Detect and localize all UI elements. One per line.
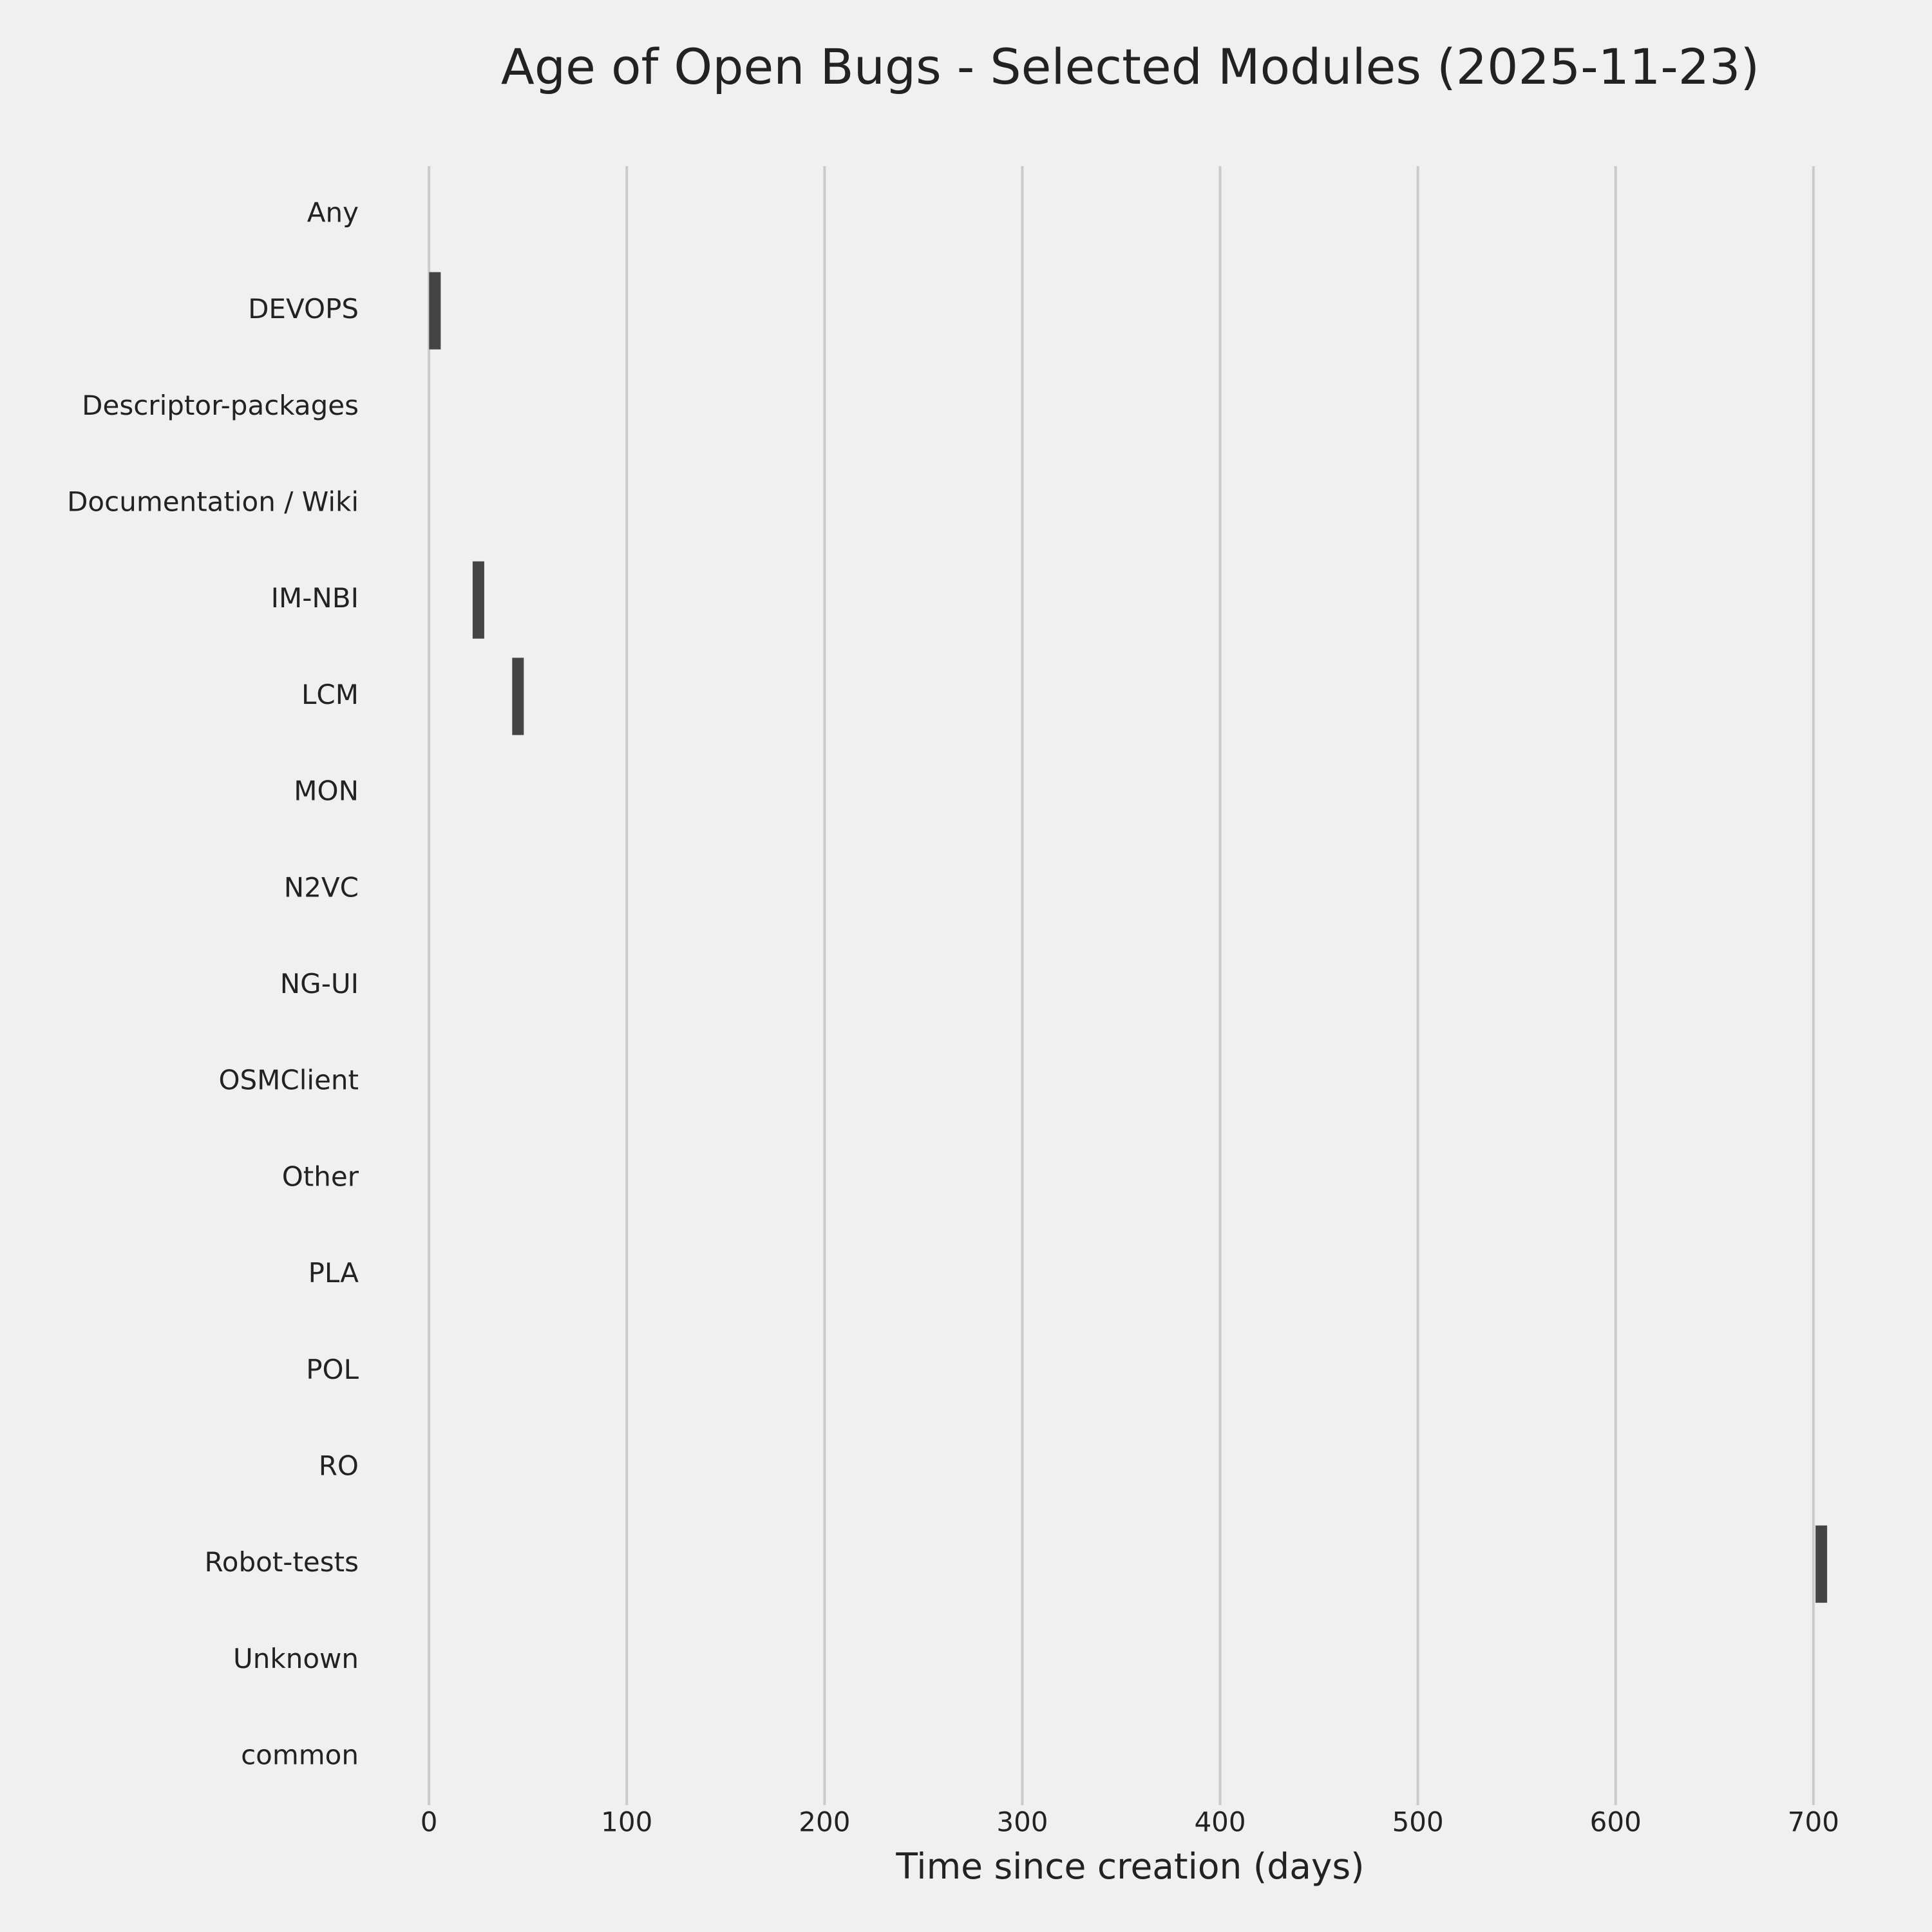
y-tick-label: Unknown <box>233 1643 359 1674</box>
y-tick-label: NG-UI <box>280 968 359 999</box>
x-tick-label: 400 <box>1194 1806 1245 1838</box>
x-tick-label: 500 <box>1392 1806 1444 1838</box>
y-tick-label: Robot-tests <box>204 1546 359 1578</box>
x-tick-label: 300 <box>996 1806 1048 1838</box>
y-tick-label: Documentation / Wiki <box>67 486 359 517</box>
chart-title: Age of Open Bugs - Selected Modules (202… <box>501 38 1759 95</box>
y-tick-label: IM-NBI <box>271 582 359 614</box>
x-tick-label: 600 <box>1590 1806 1642 1838</box>
y-tick-label: MON <box>294 775 359 807</box>
y-tick-label: DEVOPS <box>248 293 359 325</box>
y-tick-label: Any <box>307 196 359 228</box>
box <box>472 561 484 639</box>
box <box>429 272 441 350</box>
box <box>1815 1525 1828 1603</box>
y-tick-label: Other <box>282 1160 359 1192</box>
y-tick-label: LCM <box>301 679 359 710</box>
x-tick-label: 100 <box>601 1806 652 1838</box>
y-tick-label: POL <box>306 1354 359 1385</box>
y-tick-label: PLA <box>308 1257 359 1289</box>
y-tick-label: N2VC <box>284 871 359 903</box>
box <box>512 658 524 735</box>
x-tick-label: 700 <box>1788 1806 1839 1838</box>
y-tick-label: common <box>241 1739 359 1771</box>
x-tick-label: 200 <box>799 1806 850 1838</box>
x-tick-label: 0 <box>421 1806 438 1838</box>
x-axis-label: Time since creation (days) <box>895 1846 1364 1887</box>
y-tick-label: RO <box>319 1450 359 1482</box>
y-tick-label: OSMClient <box>218 1065 359 1096</box>
y-tick-label: Descriptor-packages <box>82 390 359 421</box>
